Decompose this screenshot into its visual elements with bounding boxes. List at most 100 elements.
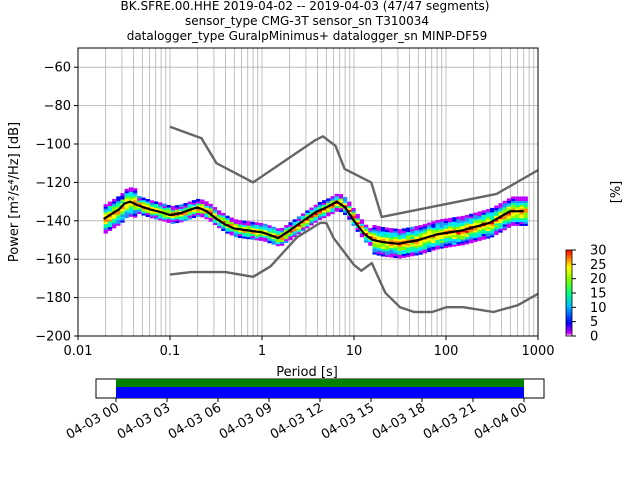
density-cell [523, 223, 528, 226]
density-cell [280, 237, 285, 241]
density-cell [376, 228, 381, 231]
density-cell [170, 221, 176, 224]
density-cell [225, 219, 230, 223]
series-line-noise_model_low [169, 221, 538, 314]
density-cell [149, 215, 155, 219]
density-cell [523, 198, 528, 201]
density-cell [259, 226, 264, 230]
density-cell [124, 196, 129, 200]
density-cell [401, 249, 407, 253]
density-cell [376, 233, 381, 237]
density-cell [225, 231, 230, 234]
density-cell [301, 221, 306, 224]
density-cell [376, 226, 381, 229]
density-cell [418, 248, 423, 251]
density-cell [519, 219, 524, 223]
density-cell [124, 200, 129, 203]
density-cell [498, 206, 503, 210]
density-cell [460, 221, 465, 225]
density-cell [485, 232, 491, 235]
density-cell [355, 215, 360, 219]
density-cell [435, 244, 440, 248]
density-cell [485, 209, 491, 212]
series-line-mode [103, 200, 524, 245]
density-cell [473, 224, 478, 227]
density-cell [473, 233, 478, 237]
density-cell [158, 217, 163, 221]
density-cell [389, 247, 394, 250]
density-cell [271, 226, 276, 230]
density-cell [511, 198, 516, 201]
density-cell [179, 215, 184, 219]
density-cell [410, 230, 415, 234]
density-cell [175, 207, 180, 210]
density-cell [464, 241, 470, 245]
density-cell [271, 240, 276, 243]
density-cell [116, 219, 121, 222]
density-cell [187, 211, 192, 214]
density-cell [473, 237, 478, 241]
density-cell [410, 226, 415, 230]
density-cell [464, 216, 470, 220]
density-cell [292, 227, 297, 230]
density-cell [464, 239, 470, 243]
density-cell [296, 224, 302, 227]
density-cell [490, 215, 495, 219]
density-cell [460, 227, 465, 231]
density-cell [397, 240, 402, 244]
density-cell [212, 222, 218, 226]
density-cell [284, 226, 289, 230]
density-cell [385, 244, 390, 248]
density-cell [107, 209, 113, 212]
density-cell [464, 237, 470, 241]
density-cell [238, 220, 243, 223]
density-cell [456, 241, 461, 245]
density-cell [364, 226, 369, 230]
density-cell [120, 220, 125, 223]
density-cell [439, 221, 444, 224]
density-cell [397, 229, 402, 232]
density-cell [137, 196, 142, 199]
density-cell [515, 223, 520, 226]
density-cell [133, 211, 138, 214]
density-cell [233, 230, 239, 234]
density-cell [128, 187, 134, 190]
density-cell [380, 228, 386, 232]
density-cell [473, 239, 478, 243]
density-cell [221, 214, 226, 218]
density-cell [494, 215, 499, 218]
density-cell [414, 250, 419, 254]
density-cell [112, 225, 117, 229]
density-cell [145, 210, 150, 214]
density-cell [389, 249, 394, 252]
density-cell [414, 241, 419, 244]
density-cell [141, 207, 146, 210]
density-cell [271, 232, 276, 236]
density-cell [410, 244, 415, 247]
density-cell [435, 225, 440, 229]
density-cell [523, 206, 528, 209]
y-tick-label: −160 [35, 253, 71, 268]
density-cell [154, 205, 159, 208]
density-cell [284, 225, 289, 228]
density-cell [431, 227, 436, 230]
density-cell [456, 218, 461, 222]
density-cell [107, 203, 113, 207]
density-cell [410, 245, 415, 249]
density-cell [469, 234, 474, 238]
density-cell [149, 200, 155, 203]
density-cell [494, 205, 499, 209]
density-cell [448, 221, 453, 225]
density-cell [452, 236, 457, 239]
density-cell [145, 204, 150, 208]
density-cell [401, 228, 407, 231]
density-cell [406, 229, 411, 233]
density-cell [246, 225, 251, 228]
density-cell [133, 209, 138, 212]
density-cell [427, 234, 432, 237]
density-cell [217, 225, 222, 229]
density-cell [334, 203, 339, 206]
density-cell [359, 221, 365, 224]
density-cell [439, 242, 444, 245]
